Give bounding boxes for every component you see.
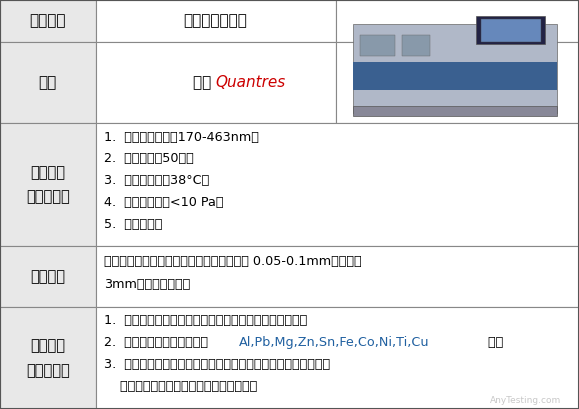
Text: 5.  光室：真空: 5. 光室：真空	[104, 218, 163, 231]
Bar	[96, 123, 579, 246]
Bar	[0, 307, 96, 409]
Bar	[0, 42, 96, 123]
Text: 2.  最多通道：50个；: 2. 最多通道：50个；	[104, 153, 194, 165]
Bar	[0, 246, 96, 307]
Text: 3mm，视材料而定。: 3mm，视材料而定。	[104, 278, 190, 291]
Bar	[360, 35, 395, 56]
Text: 1.  工作波长范围：170-463nm；: 1. 工作波长范围：170-463nm；	[104, 130, 259, 144]
Bar	[336, 42, 579, 123]
Bar	[336, 0, 579, 42]
Bar	[353, 24, 557, 113]
Text: 热电: 热电	[193, 75, 215, 90]
Text: 3.  本仪器广泛应用于冶金、机械及其他工业部门，进行冶炼炉前: 3. 本仪器广泛应用于冶金、机械及其他工业部门，进行冶炼炉前	[104, 358, 331, 371]
Text: 4.  分光仪真空：<10 Pa；: 4. 分光仪真空：<10 Pa；	[104, 196, 223, 209]
Bar	[353, 106, 557, 116]
Bar	[402, 35, 430, 56]
Text: 2.  可以用于多种基体分析：: 2. 可以用于多种基体分析：	[104, 336, 208, 349]
Text: 的在线分析以及中心实验室的产品检验。: 的在线分析以及中心实验室的产品检验。	[104, 380, 258, 393]
Bar	[96, 246, 579, 307]
Bar	[96, 307, 579, 409]
Text: 3.  分光仪恒温：38°C；: 3. 分光仪恒温：38°C；	[104, 174, 210, 187]
Text: 光电直读光谱仪: 光电直读光谱仪	[184, 13, 248, 28]
Text: 仪器名称: 仪器名称	[30, 13, 66, 28]
Text: 型号: 型号	[39, 75, 57, 90]
Bar	[96, 0, 336, 42]
Text: 主要规格
及技术指标: 主要规格 及技术指标	[26, 165, 69, 204]
Text: Al,Pb,Mg,Zn,Sn,Fe,Co,Ni,Ti,Cu: Al,Pb,Mg,Zn,Sn,Fe,Co,Ni,Ti,Cu	[239, 336, 429, 349]
Bar	[476, 16, 545, 44]
Text: AnyTesting.com: AnyTesting.com	[490, 396, 562, 405]
Text: 等；: 等；	[484, 336, 504, 349]
Text: 1.  是分析黑色金属及有色金属成份的快速定量分析仪器；: 1. 是分析黑色金属及有色金属成份的快速定量分析仪器；	[104, 314, 307, 327]
Text: Quantres: Quantres	[215, 75, 286, 90]
Bar	[96, 42, 336, 123]
Bar	[0, 0, 96, 42]
Bar	[353, 62, 557, 90]
Text: 主要功能
及应用范围: 主要功能 及应用范围	[26, 338, 69, 378]
Bar	[481, 19, 541, 42]
Text: 黑色金属，有色金属，测量试样最小厚度为 0.05-0.1mm，直径为: 黑色金属，有色金属，测量试样最小厚度为 0.05-0.1mm，直径为	[104, 254, 362, 267]
Text: 材料要求: 材料要求	[30, 269, 65, 284]
Bar	[0, 123, 96, 246]
